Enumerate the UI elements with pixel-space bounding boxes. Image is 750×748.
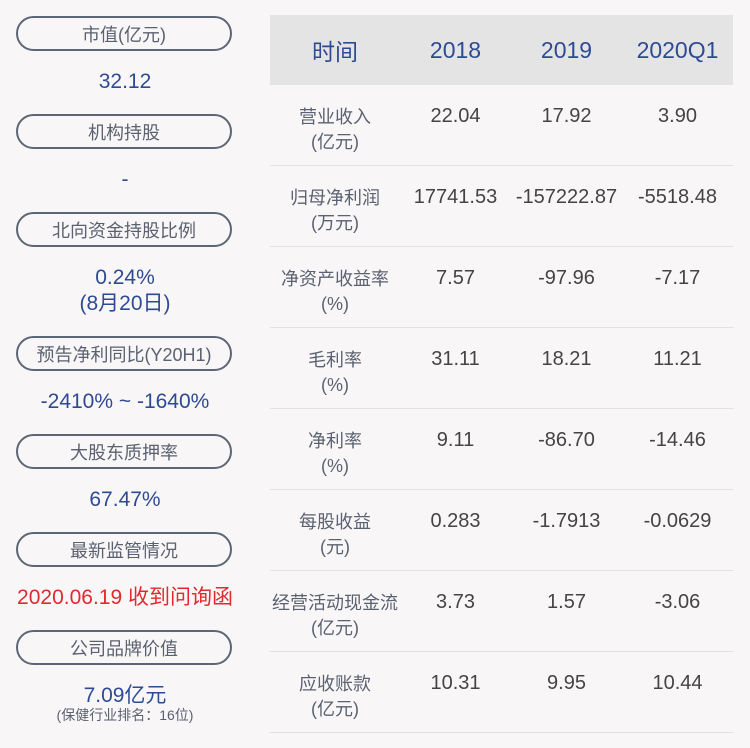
metric-note-brand-rank: (保健行业排名：16位) [56, 707, 194, 723]
cell-2019: -86.70 [538, 429, 595, 451]
cell-2018: 10.31 [430, 672, 481, 694]
cell-2019: -1.7913 [532, 510, 601, 532]
row-label: 净利率 [308, 431, 362, 451]
header-time: 时间 [312, 39, 358, 65]
table-header: 时间 2018 2019 2020Q1 [270, 15, 733, 85]
cell-2020q1: -0.0629 [643, 510, 712, 532]
cell-2018: 31.11 [431, 348, 480, 370]
metric-value-northbound-holding: 0.24% [95, 266, 155, 289]
cell-2020q1: 3.90 [658, 105, 697, 127]
row-label: 经营活动现金流 [272, 593, 398, 613]
financial-table: 时间 2018 2019 2020Q1 营业收入 (亿元) 22.04 17.92… [270, 15, 733, 733]
header-2019: 2019 [540, 36, 593, 63]
row-unit: (万元) [311, 213, 359, 233]
row-unit: (亿元) [311, 699, 359, 719]
cell-2019: 9.95 [547, 672, 586, 694]
row-label: 净资产收益率 [281, 269, 389, 289]
cell-2020q1: -14.46 [649, 429, 706, 451]
metric-label-pledge-ratio: 大股东质押率 [16, 434, 232, 469]
table-row: 归母净利润 (万元) 17741.53 -157222.87 -5518.48 [270, 166, 733, 247]
cell-2020q1: -7.17 [654, 267, 701, 289]
row-label: 归母净利润 [290, 188, 380, 208]
table-row: 毛利率 (%) 31.11 18.21 11.21 [270, 328, 733, 409]
cell-2019: 18.21 [541, 348, 592, 370]
row-unit: (亿元) [311, 132, 359, 152]
metric-label-northbound-holding: 北向资金持股比例 [16, 212, 232, 247]
metric-label-market-cap: 市值(亿元) [16, 16, 232, 51]
row-label: 毛利率 [308, 350, 362, 370]
cell-2018: 17741.53 [413, 186, 498, 208]
cell-2019: 1.57 [547, 591, 586, 613]
cell-2020q1: -5518.48 [638, 186, 717, 208]
cell-2020q1: -3.06 [654, 591, 701, 613]
metric-value-northbound-date: (8月20日) [79, 292, 171, 315]
header-2020q1: 2020Q1 [636, 36, 719, 63]
cell-2019: -157222.87 [515, 186, 618, 208]
metric-value-profit-forecast: -2410% ~ -1640% [40, 390, 210, 413]
cell-2018: 0.283 [430, 510, 481, 532]
table-row: 营业收入 (亿元) 22.04 17.92 3.90 [270, 85, 733, 166]
cell-2018: 22.04 [430, 105, 481, 127]
row-unit: (亿元) [311, 618, 359, 638]
cell-2018: 9.11 [436, 429, 475, 451]
row-unit: (%) [321, 375, 349, 395]
cell-2020q1: 11.21 [653, 348, 702, 370]
header-2018: 2018 [429, 36, 482, 63]
cell-2019: -97.96 [538, 267, 595, 289]
table-row: 净资产收益率 (%) 7.57 -97.96 -7.17 [270, 247, 733, 328]
metric-label-institutional-holding: 机构持股 [16, 114, 232, 149]
row-unit: (%) [321, 456, 349, 476]
row-unit: (%) [321, 294, 349, 314]
row-label: 每股收益 [299, 512, 371, 532]
metric-value-regulatory-status: 2020.06.19 收到问询函 [17, 586, 233, 609]
cell-2018: 3.73 [436, 591, 475, 613]
row-unit: (元) [320, 537, 350, 557]
table-row: 经营活动现金流 (亿元) 3.73 1.57 -3.06 [270, 571, 733, 652]
table-row: 应收账款 (亿元) 10.31 9.95 10.44 [270, 652, 733, 733]
row-label: 应收账款 [299, 674, 371, 694]
table-row: 每股收益 (元) 0.283 -1.7913 -0.0629 [270, 490, 733, 571]
metric-value-pledge-ratio: 67.47% [89, 488, 161, 511]
table-row: 净利率 (%) 9.11 -86.70 -14.46 [270, 409, 733, 490]
metric-value-market-cap: 32.12 [98, 70, 152, 93]
row-label: 营业收入 [299, 107, 371, 127]
metric-label-regulatory-status: 最新监管情况 [16, 532, 232, 567]
metric-label-profit-forecast: 预告净利同比(Y20H1) [16, 336, 232, 371]
cell-2019: 17.92 [541, 105, 592, 127]
metric-label-brand-value: 公司品牌价值 [16, 630, 232, 665]
cell-2018: 7.57 [436, 267, 475, 289]
cell-2020q1: 10.44 [652, 672, 703, 694]
metric-value-brand-value: 7.09亿元 [83, 684, 167, 707]
metric-value-institutional-holding: - [121, 168, 129, 191]
